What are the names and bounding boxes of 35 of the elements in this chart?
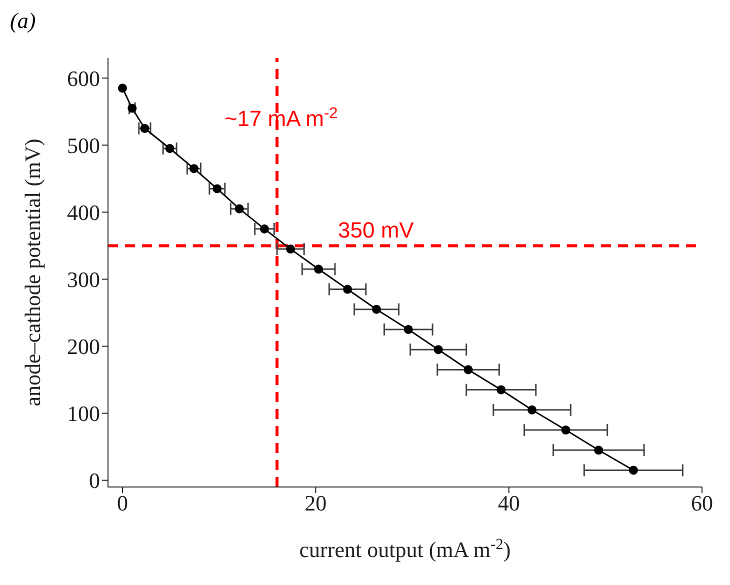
y-tick-label: 100 — [67, 401, 100, 426]
point — [404, 324, 413, 334]
point — [496, 385, 506, 394]
point — [594, 446, 604, 455]
x-tick-label: 60 — [691, 490, 713, 516]
chart-title: (a) — [10, 8, 36, 34]
point — [343, 284, 352, 294]
y-tick-label: 500 — [67, 132, 100, 158]
point — [189, 164, 198, 174]
y-tick-label: 400 — [67, 200, 100, 225]
point — [464, 365, 473, 374]
x-tick-label: 40 — [498, 490, 520, 516]
point — [260, 224, 269, 234]
y-axis-title: anode–cathode potential (mV) — [20, 138, 45, 406]
point — [434, 345, 443, 354]
point — [372, 304, 382, 314]
point — [314, 264, 324, 274]
point — [140, 124, 150, 133]
point — [234, 204, 244, 214]
y-tick-label: 300 — [67, 267, 100, 292]
x-tick-label: 0 — [116, 490, 128, 516]
point — [118, 84, 127, 93]
point — [212, 184, 222, 194]
point — [286, 244, 296, 254]
x-axis-title: current output (mA m$^{-2}$) — [299, 536, 511, 562]
ref-line-label: 350 mV — [338, 218, 414, 243]
point — [165, 144, 174, 153]
y-tick-label: 0 — [89, 468, 100, 494]
point — [628, 466, 638, 475]
y-tick-label: 600 — [67, 66, 100, 91]
y-tick-label: 200 — [67, 334, 100, 360]
point — [527, 405, 537, 414]
point — [561, 426, 570, 435]
x-tick-label: 20 — [304, 490, 327, 516]
point — [128, 104, 137, 113]
